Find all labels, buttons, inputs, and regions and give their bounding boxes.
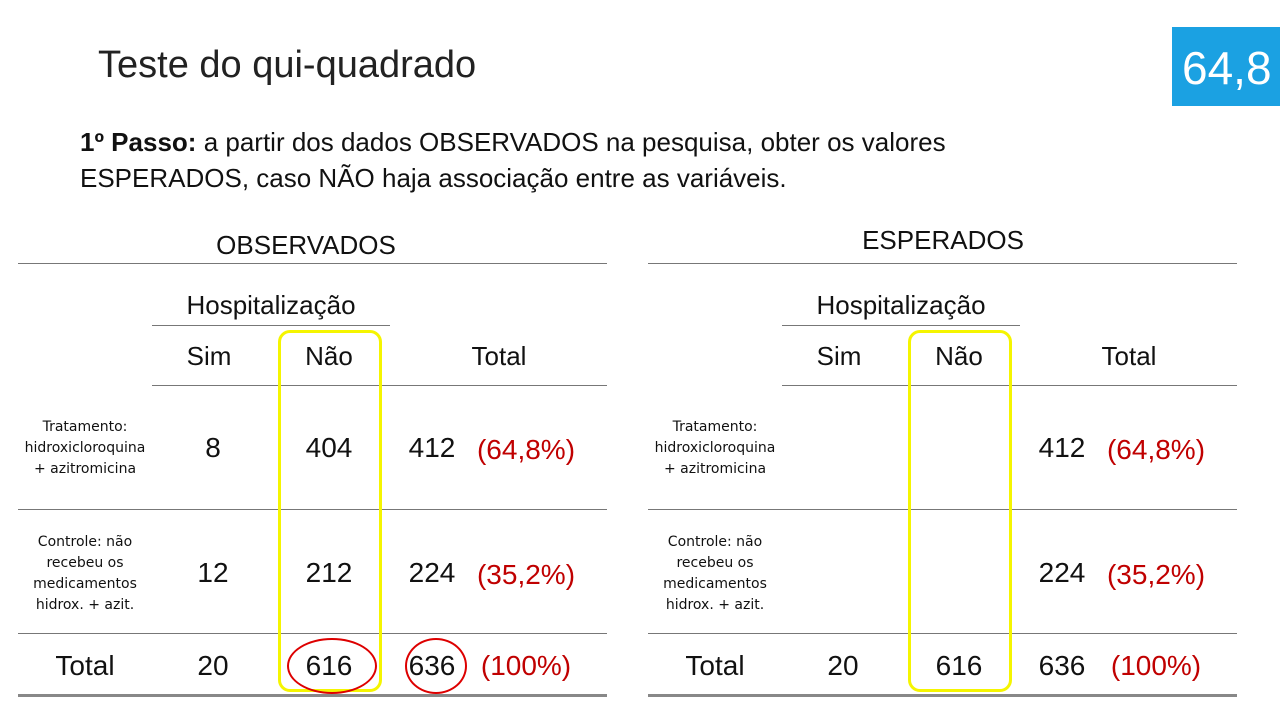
slide-title: Teste do qui-quadrado: [98, 44, 477, 86]
highlight-box: [908, 330, 1012, 692]
rule: [18, 694, 607, 697]
row-label: Controle: não: [37, 533, 133, 550]
group-header: Hospitalização: [186, 290, 356, 320]
badge-text: 64,8: [1182, 42, 1272, 94]
cell: 8: [205, 432, 221, 463]
circle: [405, 638, 467, 694]
row-label: hidrox. + azit.: [35, 596, 135, 613]
row-label: hidroxicloroquina: [24, 440, 146, 456]
row-label: Tratamento:: [42, 419, 128, 435]
cell: 224: [408, 557, 456, 588]
rule: [18, 633, 607, 634]
rule: [648, 509, 1237, 510]
row-label: hidrox. + azit.: [665, 596, 765, 613]
row-label: medicamentos: [33, 575, 137, 592]
row-label: recebeu os: [46, 554, 124, 571]
column-header: Sim: [186, 341, 232, 371]
cell: 20: [197, 650, 229, 681]
step-line: 1º Passo: a partir dos dados OBSERVADOS …: [80, 129, 946, 155]
row-label: Total: [55, 650, 115, 681]
percent: (64,8%): [1106, 434, 1206, 465]
cell: 616: [935, 650, 983, 681]
circle: [287, 638, 377, 694]
group-header: Hospitalização: [816, 290, 986, 320]
rule: [18, 263, 607, 264]
column-header: Sim: [816, 341, 862, 371]
table-title: ESPERADOS: [862, 225, 1024, 255]
row-label: medicamentos: [663, 575, 767, 592]
rule: [152, 325, 390, 326]
cell: 224: [1038, 557, 1086, 588]
percent: (35,2%): [476, 559, 576, 590]
step-text: ESPERADOS, caso NÃO haja associação entr…: [80, 163, 787, 193]
rule: [782, 325, 1020, 326]
row-label: Controle: não: [667, 533, 763, 550]
row-label: recebeu os: [676, 554, 754, 571]
table-title: OBSERVADOS: [216, 230, 396, 260]
row-label: Total: [685, 650, 745, 681]
percent: (35,2%): [1106, 559, 1206, 590]
percent: (100%): [1110, 650, 1202, 681]
rule: [648, 263, 1237, 264]
step-label: 1º Passo:: [80, 127, 197, 157]
cell: 12: [197, 557, 229, 588]
rule: [18, 509, 607, 510]
column-header: Não: [305, 341, 353, 371]
step-text: a partir dos dados OBSERVADOS na pesquis…: [203, 127, 946, 157]
row-label: Tratamento:: [672, 419, 758, 435]
cell: 212: [305, 557, 353, 588]
column-header: Total: [471, 341, 527, 371]
percent: (100%): [480, 650, 572, 681]
row-label: + azitromicina: [33, 461, 137, 477]
badge: 64,8: [1172, 27, 1280, 106]
percent: (64,8%): [476, 434, 576, 465]
row-label: + azitromicina: [663, 461, 767, 477]
cell: 412: [408, 432, 456, 463]
cell: 404: [305, 432, 353, 463]
rule: [648, 694, 1237, 697]
column-header: Não: [935, 341, 983, 371]
cell: 412: [1038, 432, 1086, 463]
column-header: Total: [1101, 341, 1157, 371]
rule: [648, 633, 1237, 634]
row-label: hidroxicloroquina: [654, 440, 776, 456]
cell: 20: [827, 650, 859, 681]
cell: 636: [1038, 650, 1086, 681]
